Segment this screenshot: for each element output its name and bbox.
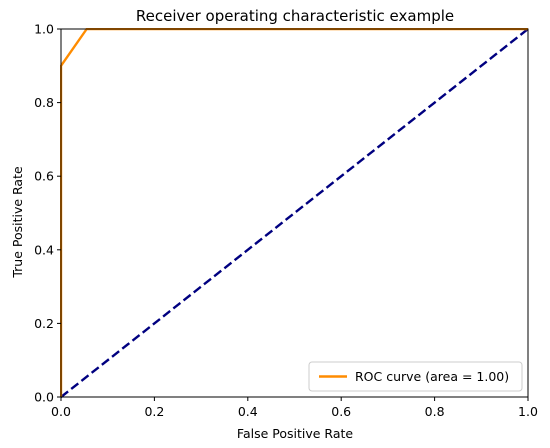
x-axis-label: False Positive Rate (237, 426, 353, 441)
y-tick-label: 0.8 (34, 95, 54, 110)
chance-diagonal-line (60, 28, 529, 398)
y-tick-label: 0.0 (34, 390, 54, 405)
x-tick-label: 0.6 (331, 404, 351, 419)
x-tick-label: 0.8 (425, 404, 445, 419)
y-tick-label: 0.2 (34, 316, 54, 331)
plot-frame (60, 28, 529, 398)
y-tick-label: 0.4 (34, 242, 54, 257)
legend-box (308, 361, 523, 392)
x-tick-label: 1.0 (518, 404, 538, 419)
plot-area: 0.0 0.2 0.4 0.6 0.8 1.0 0.0 0.2 0.4 0.6 0.8 1.0 ROC … (34, 22, 538, 420)
y-tick-label: 0.6 (34, 169, 54, 184)
y-axis-label: True Positive Rate (10, 166, 25, 279)
x-tick-label: 0.0 (51, 404, 71, 419)
chart-title: Receiver operating characteristic exampl… (136, 7, 454, 25)
y-tick-label: 1.0 (34, 22, 54, 37)
roc-curve-line (60, 28, 528, 397)
legend-label-roc-curve: ROC curve (area = 1.00) (355, 369, 509, 384)
x-tick-label: 0.4 (238, 404, 258, 419)
x-tick-label: 0.2 (144, 404, 164, 419)
